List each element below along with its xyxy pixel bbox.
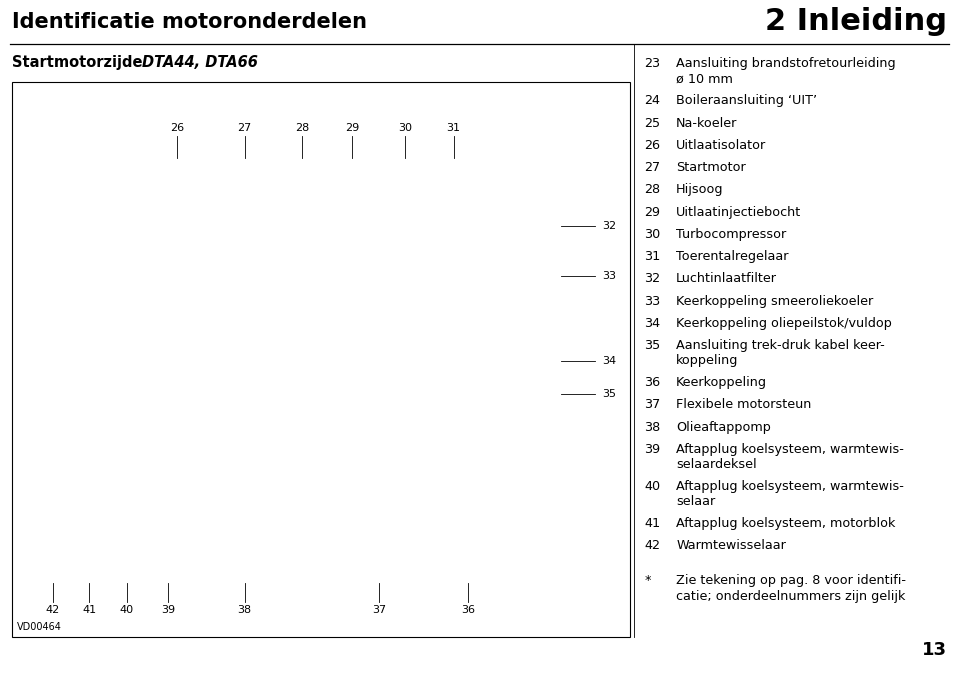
Text: 28: 28 <box>295 123 309 133</box>
Text: 13: 13 <box>922 641 947 659</box>
Text: 36: 36 <box>461 605 475 615</box>
Text: 2 Inleiding: 2 Inleiding <box>764 7 947 36</box>
Text: Toerentalregelaar: Toerentalregelaar <box>676 250 788 263</box>
Text: selaardeksel: selaardeksel <box>676 458 757 470</box>
Text: selaar: selaar <box>676 495 715 508</box>
Text: 28: 28 <box>644 183 661 196</box>
Text: Aftapplug koelsysteem, warmtewis-: Aftapplug koelsysteem, warmtewis- <box>676 480 904 493</box>
Text: Aansluiting brandstofretourleiding: Aansluiting brandstofretourleiding <box>676 57 896 70</box>
Text: 39: 39 <box>161 605 175 615</box>
Text: 42: 42 <box>644 539 661 552</box>
Text: Turbocompressor: Turbocompressor <box>676 228 786 241</box>
Text: 39: 39 <box>644 443 661 456</box>
Text: *: * <box>644 574 651 586</box>
Text: 38: 38 <box>644 421 661 433</box>
Text: 35: 35 <box>644 339 661 352</box>
Text: 38: 38 <box>238 605 251 615</box>
Text: 32: 32 <box>644 272 661 285</box>
Text: 32: 32 <box>602 221 616 231</box>
Text: Startmotorzijde: Startmotorzijde <box>12 55 148 69</box>
Text: Uitlaatisolator: Uitlaatisolator <box>676 139 766 152</box>
Text: 41: 41 <box>644 517 661 530</box>
Text: 30: 30 <box>644 228 661 241</box>
Text: Aftapplug koelsysteem, warmtewis-: Aftapplug koelsysteem, warmtewis- <box>676 443 904 456</box>
Text: 33: 33 <box>644 295 661 307</box>
Text: 35: 35 <box>602 390 616 399</box>
Text: 29: 29 <box>644 206 661 218</box>
Text: Boileraansluiting ‘UIT’: Boileraansluiting ‘UIT’ <box>676 94 817 107</box>
Text: 41: 41 <box>82 605 96 615</box>
Text: 33: 33 <box>602 272 616 281</box>
Text: 40: 40 <box>120 605 133 615</box>
Text: DTA44, DTA66: DTA44, DTA66 <box>142 55 258 69</box>
Text: Aansluiting trek-druk kabel keer-: Aansluiting trek-druk kabel keer- <box>676 339 885 352</box>
Text: 34: 34 <box>644 317 661 330</box>
Text: 27: 27 <box>644 161 661 174</box>
Text: Keerkoppeling oliepeilstok/vuldop: Keerkoppeling oliepeilstok/vuldop <box>676 317 892 330</box>
Text: 26: 26 <box>171 123 184 133</box>
Text: Flexibele motorsteun: Flexibele motorsteun <box>676 398 811 411</box>
Text: Hijsoog: Hijsoog <box>676 183 724 196</box>
Text: 23: 23 <box>644 57 661 70</box>
Text: 30: 30 <box>398 123 411 133</box>
Text: Startmotor: Startmotor <box>676 161 746 174</box>
Text: 36: 36 <box>644 376 661 389</box>
Text: 29: 29 <box>345 123 359 133</box>
Text: ø 10 mm: ø 10 mm <box>676 72 733 85</box>
Text: VD00464: VD00464 <box>17 621 62 632</box>
Bar <box>12 82 630 637</box>
Text: Aftapplug koelsysteem, motorblok: Aftapplug koelsysteem, motorblok <box>676 517 896 530</box>
Text: Keerkoppeling smeeroliekoeler: Keerkoppeling smeeroliekoeler <box>676 295 874 307</box>
Text: Luchtinlaatfilter: Luchtinlaatfilter <box>676 272 777 285</box>
Text: Uitlaatinjectiebocht: Uitlaatinjectiebocht <box>676 206 802 218</box>
Text: Olieaftappomp: Olieaftappomp <box>676 421 771 433</box>
Text: 31: 31 <box>447 123 460 133</box>
Text: Na-koeler: Na-koeler <box>676 117 737 129</box>
Text: 42: 42 <box>46 605 59 615</box>
Text: 27: 27 <box>238 123 251 133</box>
Text: 26: 26 <box>644 139 661 152</box>
Text: 37: 37 <box>644 398 661 411</box>
Text: 34: 34 <box>602 356 616 365</box>
Text: Identificatie motoronderdelen: Identificatie motoronderdelen <box>12 11 367 32</box>
Text: Warmtewisselaar: Warmtewisselaar <box>676 539 786 552</box>
Text: koppeling: koppeling <box>676 354 738 367</box>
Text: 37: 37 <box>372 605 386 615</box>
Text: Zie tekening op pag. 8 voor identifi-: Zie tekening op pag. 8 voor identifi- <box>676 574 906 586</box>
Text: 40: 40 <box>644 480 661 493</box>
Text: 25: 25 <box>644 117 661 129</box>
Text: catie; onderdeelnummers zijn gelijk: catie; onderdeelnummers zijn gelijk <box>676 590 905 603</box>
Text: 31: 31 <box>644 250 661 263</box>
Text: 24: 24 <box>644 94 661 107</box>
Text: Keerkoppeling: Keerkoppeling <box>676 376 767 389</box>
